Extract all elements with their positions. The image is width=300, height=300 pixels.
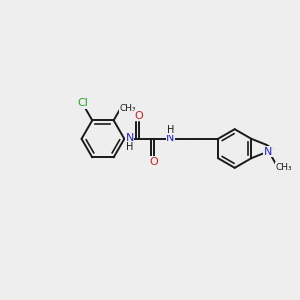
Text: H: H [167,125,174,135]
Text: CH₃: CH₃ [276,163,292,172]
Text: N: N [125,133,134,143]
Text: H: H [126,142,134,152]
Text: N: N [166,133,175,143]
Text: O: O [150,157,158,167]
Text: Cl: Cl [78,98,88,108]
Text: N: N [264,147,272,157]
Text: CH₃: CH₃ [119,104,136,113]
Text: O: O [134,111,143,121]
